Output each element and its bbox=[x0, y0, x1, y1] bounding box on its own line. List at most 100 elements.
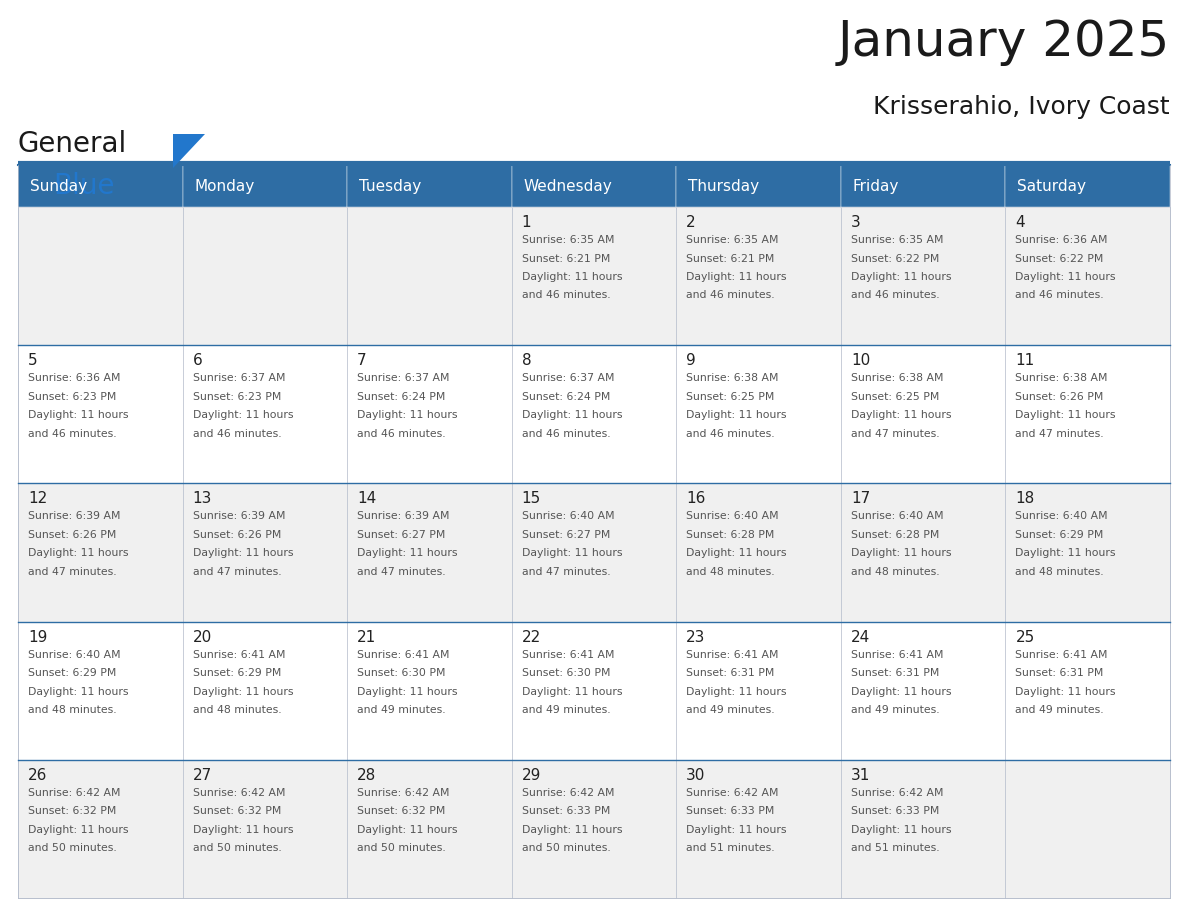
Text: Sunset: 6:21 PM: Sunset: 6:21 PM bbox=[522, 253, 611, 263]
Bar bbox=[512, 484, 676, 621]
Bar bbox=[512, 760, 676, 898]
Text: Sunset: 6:32 PM: Sunset: 6:32 PM bbox=[192, 806, 280, 816]
Text: Daylight: 11 hours: Daylight: 11 hours bbox=[192, 687, 293, 697]
Text: and 50 minutes.: and 50 minutes. bbox=[358, 844, 446, 854]
Text: Sunset: 6:27 PM: Sunset: 6:27 PM bbox=[522, 530, 611, 540]
Text: Sunrise: 6:37 AM: Sunrise: 6:37 AM bbox=[522, 374, 614, 383]
Text: Sunrise: 6:39 AM: Sunrise: 6:39 AM bbox=[192, 511, 285, 521]
Bar bbox=[1005, 207, 1170, 345]
Text: Krisserahio, Ivory Coast: Krisserahio, Ivory Coast bbox=[873, 95, 1170, 119]
Text: and 50 minutes.: and 50 minutes. bbox=[192, 844, 282, 854]
Text: and 49 minutes.: and 49 minutes. bbox=[1016, 705, 1104, 715]
Text: Sunrise: 6:41 AM: Sunrise: 6:41 AM bbox=[358, 650, 449, 660]
Text: Tuesday: Tuesday bbox=[359, 178, 422, 194]
Text: 28: 28 bbox=[358, 767, 377, 783]
Text: and 47 minutes.: and 47 minutes. bbox=[358, 567, 446, 577]
Text: and 51 minutes.: and 51 minutes. bbox=[851, 844, 940, 854]
Text: Daylight: 11 hours: Daylight: 11 hours bbox=[851, 272, 952, 282]
Text: Sunday: Sunday bbox=[30, 178, 87, 194]
Text: Sunset: 6:28 PM: Sunset: 6:28 PM bbox=[687, 530, 775, 540]
Bar bbox=[841, 484, 1005, 621]
Text: Sunset: 6:31 PM: Sunset: 6:31 PM bbox=[1016, 668, 1104, 678]
Text: Sunset: 6:24 PM: Sunset: 6:24 PM bbox=[358, 392, 446, 402]
Text: Daylight: 11 hours: Daylight: 11 hours bbox=[358, 548, 457, 558]
Text: Daylight: 11 hours: Daylight: 11 hours bbox=[29, 410, 128, 420]
Text: Blue: Blue bbox=[53, 172, 114, 200]
Text: Sunrise: 6:40 AM: Sunrise: 6:40 AM bbox=[851, 511, 943, 521]
Text: Sunrise: 6:42 AM: Sunrise: 6:42 AM bbox=[358, 788, 449, 798]
Text: Sunrise: 6:40 AM: Sunrise: 6:40 AM bbox=[1016, 511, 1108, 521]
Text: and 49 minutes.: and 49 minutes. bbox=[851, 705, 940, 715]
Text: Sunset: 6:33 PM: Sunset: 6:33 PM bbox=[522, 806, 611, 816]
Text: 1: 1 bbox=[522, 215, 531, 230]
Text: 30: 30 bbox=[687, 767, 706, 783]
Bar bbox=[841, 207, 1005, 345]
Text: and 46 minutes.: and 46 minutes. bbox=[522, 429, 611, 439]
Text: and 50 minutes.: and 50 minutes. bbox=[29, 844, 116, 854]
Text: and 48 minutes.: and 48 minutes. bbox=[851, 567, 940, 577]
Bar bbox=[347, 484, 512, 621]
Bar bbox=[1005, 621, 1170, 760]
Text: and 47 minutes.: and 47 minutes. bbox=[851, 429, 940, 439]
Text: Sunset: 6:22 PM: Sunset: 6:22 PM bbox=[851, 253, 940, 263]
Text: 19: 19 bbox=[29, 630, 48, 644]
Text: Daylight: 11 hours: Daylight: 11 hours bbox=[687, 687, 786, 697]
Bar bbox=[183, 207, 347, 345]
Text: 11: 11 bbox=[1016, 353, 1035, 368]
Text: Wednesday: Wednesday bbox=[524, 178, 613, 194]
Text: Sunset: 6:33 PM: Sunset: 6:33 PM bbox=[851, 806, 940, 816]
Text: Sunset: 6:26 PM: Sunset: 6:26 PM bbox=[29, 530, 116, 540]
Text: Daylight: 11 hours: Daylight: 11 hours bbox=[522, 687, 623, 697]
Bar bbox=[676, 621, 841, 760]
Text: Sunset: 6:29 PM: Sunset: 6:29 PM bbox=[1016, 530, 1104, 540]
Text: 14: 14 bbox=[358, 491, 377, 507]
Bar bbox=[676, 207, 841, 345]
Text: Daylight: 11 hours: Daylight: 11 hours bbox=[192, 824, 293, 834]
Text: 26: 26 bbox=[29, 767, 48, 783]
Text: 15: 15 bbox=[522, 491, 541, 507]
Text: Sunrise: 6:42 AM: Sunrise: 6:42 AM bbox=[522, 788, 614, 798]
Text: Sunset: 6:28 PM: Sunset: 6:28 PM bbox=[851, 530, 940, 540]
Bar bbox=[1005, 165, 1170, 207]
Bar bbox=[512, 621, 676, 760]
Text: and 47 minutes.: and 47 minutes. bbox=[522, 567, 611, 577]
Text: 18: 18 bbox=[1016, 491, 1035, 507]
Bar bbox=[347, 165, 512, 207]
Bar bbox=[18, 165, 183, 207]
Text: Daylight: 11 hours: Daylight: 11 hours bbox=[522, 548, 623, 558]
Bar bbox=[183, 621, 347, 760]
Text: and 49 minutes.: and 49 minutes. bbox=[358, 705, 446, 715]
Text: Sunset: 6:30 PM: Sunset: 6:30 PM bbox=[358, 668, 446, 678]
Text: General: General bbox=[18, 130, 127, 158]
Text: and 47 minutes.: and 47 minutes. bbox=[1016, 429, 1104, 439]
Text: Daylight: 11 hours: Daylight: 11 hours bbox=[358, 824, 457, 834]
Text: Daylight: 11 hours: Daylight: 11 hours bbox=[358, 410, 457, 420]
Bar bbox=[18, 207, 183, 345]
Text: and 51 minutes.: and 51 minutes. bbox=[687, 844, 775, 854]
Text: 29: 29 bbox=[522, 767, 541, 783]
Text: and 46 minutes.: and 46 minutes. bbox=[687, 429, 775, 439]
Text: Sunrise: 6:40 AM: Sunrise: 6:40 AM bbox=[522, 511, 614, 521]
Text: Daylight: 11 hours: Daylight: 11 hours bbox=[851, 824, 952, 834]
Text: Sunset: 6:29 PM: Sunset: 6:29 PM bbox=[192, 668, 280, 678]
Text: Daylight: 11 hours: Daylight: 11 hours bbox=[851, 687, 952, 697]
Text: Sunset: 6:31 PM: Sunset: 6:31 PM bbox=[851, 668, 940, 678]
Bar bbox=[841, 165, 1005, 207]
Text: 4: 4 bbox=[1016, 215, 1025, 230]
Text: Sunrise: 6:42 AM: Sunrise: 6:42 AM bbox=[29, 788, 120, 798]
Bar bbox=[18, 760, 183, 898]
Text: Sunset: 6:21 PM: Sunset: 6:21 PM bbox=[687, 253, 775, 263]
Text: Sunrise: 6:41 AM: Sunrise: 6:41 AM bbox=[851, 650, 943, 660]
Bar bbox=[1005, 484, 1170, 621]
Text: 9: 9 bbox=[687, 353, 696, 368]
Text: Saturday: Saturday bbox=[1017, 178, 1087, 194]
Bar bbox=[183, 345, 347, 484]
Text: Daylight: 11 hours: Daylight: 11 hours bbox=[522, 410, 623, 420]
Bar bbox=[1005, 760, 1170, 898]
Text: Sunrise: 6:36 AM: Sunrise: 6:36 AM bbox=[1016, 235, 1108, 245]
Bar bbox=[676, 165, 841, 207]
Text: and 48 minutes.: and 48 minutes. bbox=[192, 705, 282, 715]
Text: 25: 25 bbox=[1016, 630, 1035, 644]
Bar bbox=[347, 760, 512, 898]
Polygon shape bbox=[173, 134, 206, 168]
